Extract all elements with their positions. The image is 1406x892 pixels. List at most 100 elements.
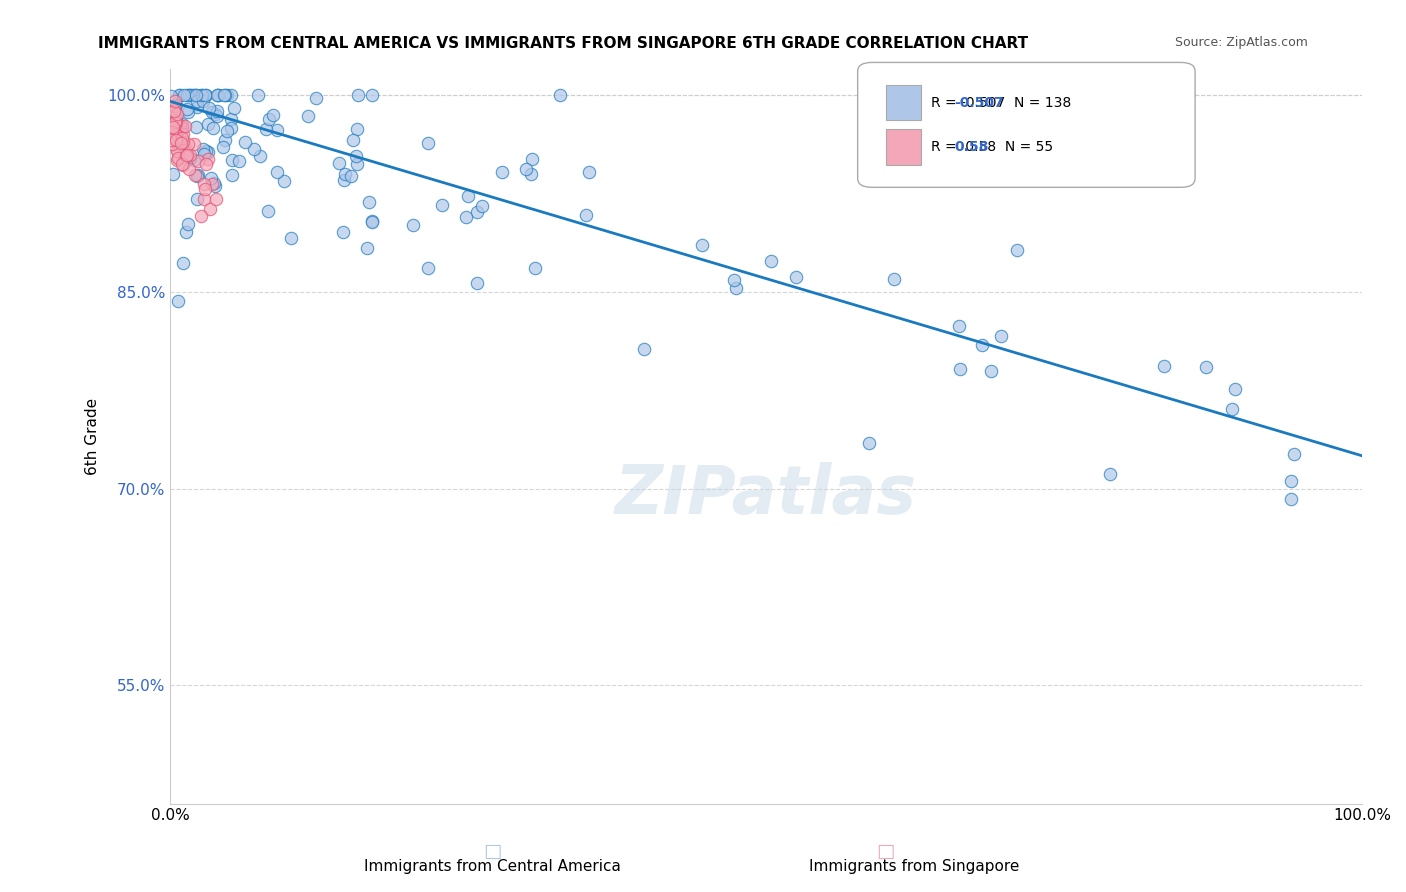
Point <box>198 202 221 216</box>
Point <box>163 117 186 131</box>
Point <box>165 127 187 141</box>
Point <box>179 151 201 165</box>
Point <box>207 87 229 102</box>
Point <box>187 168 209 182</box>
Point <box>184 168 207 182</box>
Point <box>172 120 194 135</box>
Point <box>212 139 235 153</box>
Point <box>176 147 198 161</box>
Point <box>416 261 439 276</box>
Point <box>221 153 243 167</box>
Text: IMMIGRANTS FROM CENTRAL AMERICA VS IMMIGRANTS FROM SINGAPORE 6TH GRADE CORRELATI: IMMIGRANTS FROM CENTRAL AMERICA VS IMMIG… <box>98 36 1029 51</box>
Point <box>221 120 243 135</box>
Point <box>173 87 195 102</box>
Point <box>172 117 194 131</box>
Point <box>205 109 228 123</box>
Point <box>165 114 187 128</box>
Point <box>176 143 198 157</box>
Point <box>177 105 200 120</box>
Point <box>524 260 547 275</box>
Point <box>214 133 236 147</box>
Point <box>167 294 190 309</box>
Point <box>761 254 783 268</box>
Point <box>1279 475 1302 489</box>
Point <box>980 364 1002 378</box>
Point <box>259 112 281 127</box>
Point <box>195 157 218 171</box>
Point <box>193 177 215 191</box>
Point <box>219 112 242 126</box>
Point <box>215 87 238 102</box>
Point <box>1195 359 1218 374</box>
Point <box>167 151 190 165</box>
Text: □: □ <box>482 842 502 861</box>
Point <box>948 318 970 333</box>
Point <box>172 136 194 150</box>
Point <box>186 94 208 108</box>
Point <box>177 87 200 102</box>
Point <box>183 153 205 167</box>
Point <box>163 116 186 130</box>
Point <box>430 198 453 212</box>
Point <box>692 237 714 252</box>
Text: ZIPatlas: ZIPatlas <box>614 462 917 528</box>
Point <box>205 87 228 102</box>
Point <box>169 87 191 102</box>
Point <box>201 177 224 191</box>
Point <box>176 102 198 116</box>
Point <box>346 157 368 171</box>
Point <box>222 101 245 115</box>
Point <box>163 129 186 144</box>
Point <box>177 217 200 231</box>
Point <box>1282 447 1305 461</box>
Point <box>228 153 250 168</box>
Point <box>162 104 184 119</box>
Point <box>160 127 183 141</box>
Point <box>332 172 354 186</box>
Point <box>456 211 478 225</box>
Point <box>170 157 193 171</box>
Point <box>190 87 212 102</box>
Point <box>195 87 218 102</box>
Point <box>165 98 187 112</box>
Point <box>1153 359 1175 374</box>
Point <box>297 109 319 123</box>
Text: □: □ <box>876 842 896 861</box>
Point <box>465 205 488 219</box>
Point <box>186 169 208 183</box>
Point <box>723 273 745 287</box>
Point <box>254 121 277 136</box>
Point <box>491 165 513 179</box>
Point <box>280 231 302 245</box>
Text: Source: ZipAtlas.com: Source: ZipAtlas.com <box>1174 36 1308 49</box>
Point <box>169 87 191 102</box>
Point <box>356 241 378 255</box>
Point <box>219 87 242 102</box>
Point <box>347 87 370 102</box>
Point <box>361 215 384 229</box>
Point <box>172 127 194 141</box>
Point <box>169 119 191 133</box>
Point <box>200 170 222 185</box>
Point <box>197 116 219 130</box>
Point <box>972 338 994 352</box>
Point <box>221 168 243 182</box>
Point <box>340 169 363 184</box>
Point <box>179 148 201 162</box>
Point <box>160 133 183 147</box>
Point <box>166 123 188 137</box>
Point <box>165 127 187 141</box>
Point <box>1005 243 1028 257</box>
Point <box>170 120 193 135</box>
Text: 0.58: 0.58 <box>955 140 988 154</box>
Point <box>522 152 544 166</box>
Point <box>633 342 655 356</box>
Point <box>191 94 214 108</box>
Text: R = -0.507  N = 138: R = -0.507 N = 138 <box>931 95 1071 110</box>
Point <box>163 123 186 137</box>
Point <box>165 115 187 129</box>
Point <box>416 136 439 150</box>
Point <box>165 133 187 147</box>
Point <box>990 329 1012 343</box>
Point <box>204 106 226 120</box>
